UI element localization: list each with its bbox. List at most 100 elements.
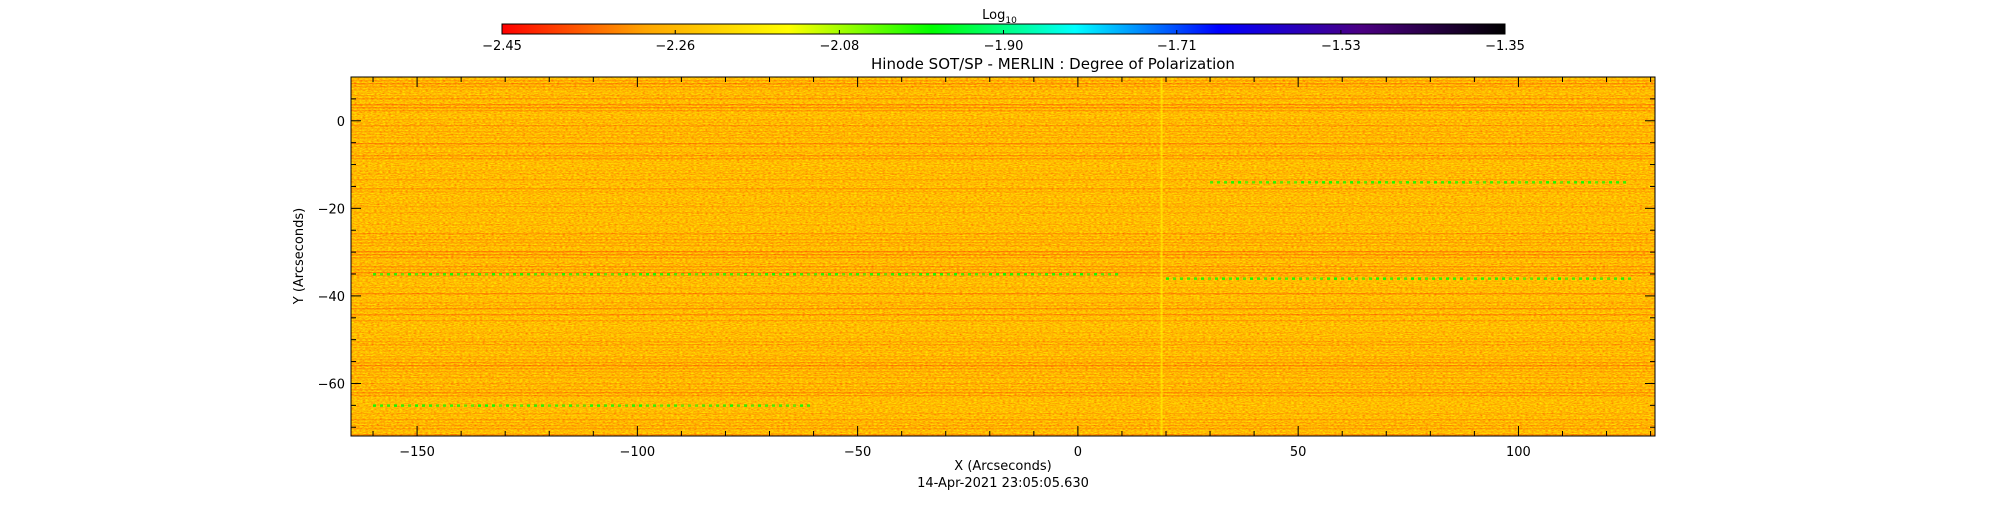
heatmap-streak-segment xyxy=(695,404,699,407)
heatmap-streak-segment xyxy=(954,273,958,276)
heatmap-streak-segment xyxy=(1215,277,1218,280)
heatmap-streak-segment xyxy=(415,404,419,407)
timestamp: 14-Apr-2021 23:05:05.630 xyxy=(917,476,1089,491)
heatmap-band xyxy=(351,227,1655,229)
heatmap-band xyxy=(351,368,1655,370)
heatmap-streak-segment xyxy=(1320,277,1323,280)
heatmap-band xyxy=(351,362,1655,364)
heatmap-band xyxy=(351,107,1655,109)
heatmap-streak-segment xyxy=(485,273,489,276)
heatmap-streak-segment xyxy=(415,273,419,276)
heatmap-streak-segment xyxy=(961,273,965,276)
heatmap-streak-segment xyxy=(681,404,685,407)
colorbar-tick-label: −1.35 xyxy=(1485,39,1525,54)
heatmap-band xyxy=(351,80,1655,82)
heatmap-band xyxy=(351,92,1655,94)
heatmap-streak-segment xyxy=(1504,181,1508,184)
heatmap-streak-segment xyxy=(786,404,790,407)
heatmap-band xyxy=(351,392,1655,394)
heatmap-streak-segment xyxy=(1420,181,1424,184)
heatmap-streak-segment xyxy=(653,273,657,276)
heatmap-streak-segment xyxy=(1350,181,1354,184)
heatmap-band xyxy=(351,278,1655,280)
y-tick-label: −60 xyxy=(318,377,345,392)
heatmap-streak-segment xyxy=(1252,181,1256,184)
heatmap-band xyxy=(351,275,1655,277)
heatmap-streak-segment xyxy=(737,404,741,407)
heatmap-streak-segment xyxy=(1343,181,1347,184)
heatmap-streak-segment xyxy=(674,273,678,276)
heatmap-band xyxy=(351,179,1655,181)
heatmap-streak-segment xyxy=(1537,277,1540,280)
heatmap-streak-segment xyxy=(1427,181,1431,184)
heatmap-band xyxy=(351,206,1655,208)
heatmap-streak-segment xyxy=(401,404,405,407)
heatmap-band xyxy=(351,101,1655,103)
x-axis-label: X (Arcseconds) xyxy=(954,459,1051,474)
heatmap-streak-segment xyxy=(1371,181,1375,184)
heatmap-streak-segment xyxy=(863,273,867,276)
heatmap-streak-segment xyxy=(1572,277,1575,280)
heatmap-streak-segment xyxy=(933,273,937,276)
heatmap-streak-segment xyxy=(1238,181,1242,184)
heatmap-band xyxy=(351,221,1655,223)
heatmap-streak-segment xyxy=(1616,181,1620,184)
heatmap-streak-segment xyxy=(611,404,615,407)
heatmap-streak-segment xyxy=(723,404,727,407)
heatmap-streak-segment xyxy=(394,404,398,407)
heatmap-streak-segment xyxy=(506,273,510,276)
heatmap-streak-segment xyxy=(464,273,468,276)
heatmap-streak-segment xyxy=(1579,277,1582,280)
heatmap-streak-segment xyxy=(443,273,447,276)
y-tick-label: −20 xyxy=(318,202,345,217)
heatmap-streak-segment xyxy=(1073,273,1077,276)
heatmap-streak-segment xyxy=(548,404,552,407)
heatmap-streak-segment xyxy=(1502,277,1505,280)
heatmap-streak-segment xyxy=(380,404,384,407)
heatmap-streak-segment xyxy=(646,273,650,276)
heatmap-band xyxy=(351,326,1655,328)
heatmap-streak-segment xyxy=(1210,181,1214,184)
heatmap-streak-segment xyxy=(1509,277,1512,280)
heatmap-streak-segment xyxy=(639,404,643,407)
heatmap-streak-segment xyxy=(940,273,944,276)
heatmap-streak-segment xyxy=(373,273,377,276)
heatmap-streak-segment xyxy=(807,273,811,276)
heatmap-streak-segment xyxy=(583,273,587,276)
heatmap-streak-segment xyxy=(1586,277,1589,280)
heatmap-streak-segment xyxy=(1593,277,1596,280)
heatmap-streak-segment xyxy=(513,404,517,407)
y-axis-label: Y (Arcseconds) xyxy=(292,208,307,305)
heatmap-streak-segment xyxy=(618,273,622,276)
heatmap-streak-segment xyxy=(646,404,650,407)
heatmap-band xyxy=(351,185,1655,187)
heatmap-streak-segment xyxy=(597,273,601,276)
heatmap-streak-segment xyxy=(499,404,503,407)
heatmap-streak-segment xyxy=(870,273,874,276)
heatmap-band xyxy=(351,335,1655,337)
heatmap-band xyxy=(351,152,1655,154)
heatmap-streak-segment xyxy=(1378,181,1382,184)
heatmap-streak-segment xyxy=(667,273,671,276)
heatmap-streak-segment xyxy=(835,273,839,276)
heatmap-streak-segment xyxy=(968,273,972,276)
heatmap-streak-segment xyxy=(387,273,391,276)
heatmap-band xyxy=(351,155,1655,157)
heatmap-streak-segment xyxy=(1565,277,1568,280)
heatmap-streak-segment xyxy=(751,273,755,276)
heatmap-band xyxy=(351,341,1655,343)
heatmap-band xyxy=(351,131,1655,133)
heatmap-streak-segment xyxy=(1327,277,1330,280)
heatmap-band xyxy=(351,272,1655,274)
heatmap-streak-segment xyxy=(492,273,496,276)
heatmap-streak-segment xyxy=(1460,277,1463,280)
heatmap-streak-segment xyxy=(1024,273,1028,276)
heatmap-band xyxy=(351,311,1655,313)
heatmap-band xyxy=(351,170,1655,172)
heatmap-band xyxy=(351,308,1655,310)
heatmap-streak-segment xyxy=(1236,277,1239,280)
heatmap-band xyxy=(351,119,1655,121)
heatmap-band xyxy=(351,200,1655,202)
heatmap-streak-segment xyxy=(989,273,993,276)
heatmap-streak-segment xyxy=(541,273,545,276)
